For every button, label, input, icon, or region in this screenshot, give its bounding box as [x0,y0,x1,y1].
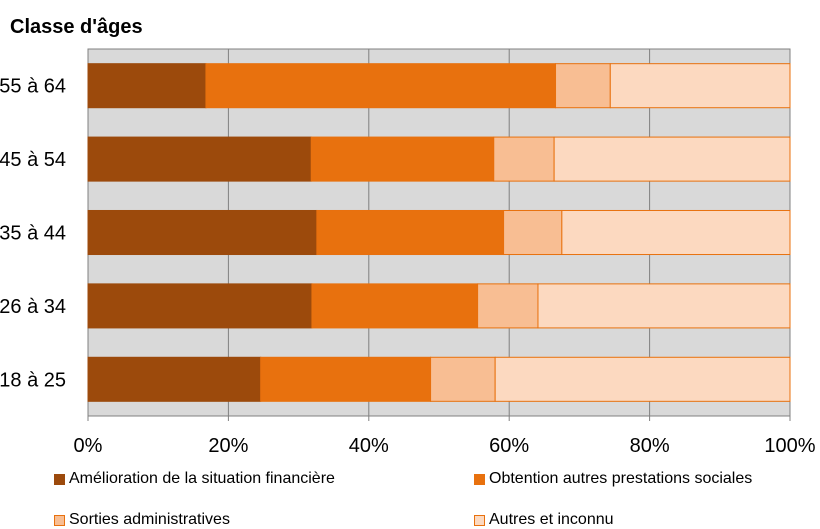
bar-segment [205,63,557,109]
bar-segment [494,356,791,402]
y-tick-label: 35 à 44 [0,223,66,245]
bar-segment [87,356,262,402]
legend-item: Autres et inconnu [474,511,614,529]
bar-segment [477,283,539,329]
bar-segment [311,283,479,329]
legend-label: Amélioration de la situation financière [69,470,335,487]
legend-item: Sorties administratives [54,511,230,529]
legend-swatch [474,473,485,485]
bar-segment [561,209,791,256]
bar-segment [316,209,505,256]
bar-segment [537,283,791,329]
x-tick-label: 100% [764,435,815,457]
x-tick-label: 20% [208,435,248,457]
bar-segment [555,63,611,109]
y-tick-label: 18 à 25 [0,369,66,391]
bar-segment [493,136,555,182]
y-tick-label: 45 à 54 [0,149,66,171]
chart-title: Classe d'âges [10,16,143,38]
bar-segment [553,136,791,182]
bar-segment [87,283,313,329]
bar-segment [430,356,496,402]
x-tick-label: 0% [74,435,103,457]
legend-label: Sorties administratives [69,511,230,528]
y-tick-label: 55 à 64 [0,76,66,98]
legend-label: Obtention autres prestations sociales [489,470,753,487]
legend-label: Autres et inconnu [489,511,614,528]
legend-swatch [54,514,65,526]
bar-segment [87,209,318,256]
legend-swatch [54,473,65,485]
bar-segment [609,63,791,109]
x-tick-label: 60% [489,435,529,457]
bar-segment [310,136,495,182]
bar-segment [87,136,312,182]
bar-segment [87,63,207,109]
legend-item: Obtention autres prestations sociales [474,470,752,488]
legend-item: Amélioration de la situation financière [54,470,335,488]
x-tick-label: 40% [349,435,389,457]
bar-segment [503,209,563,256]
x-tick-label: 80% [630,435,670,457]
bar-segment [260,356,432,402]
legend-swatch [474,514,485,526]
y-tick-label: 26 à 34 [0,296,66,318]
